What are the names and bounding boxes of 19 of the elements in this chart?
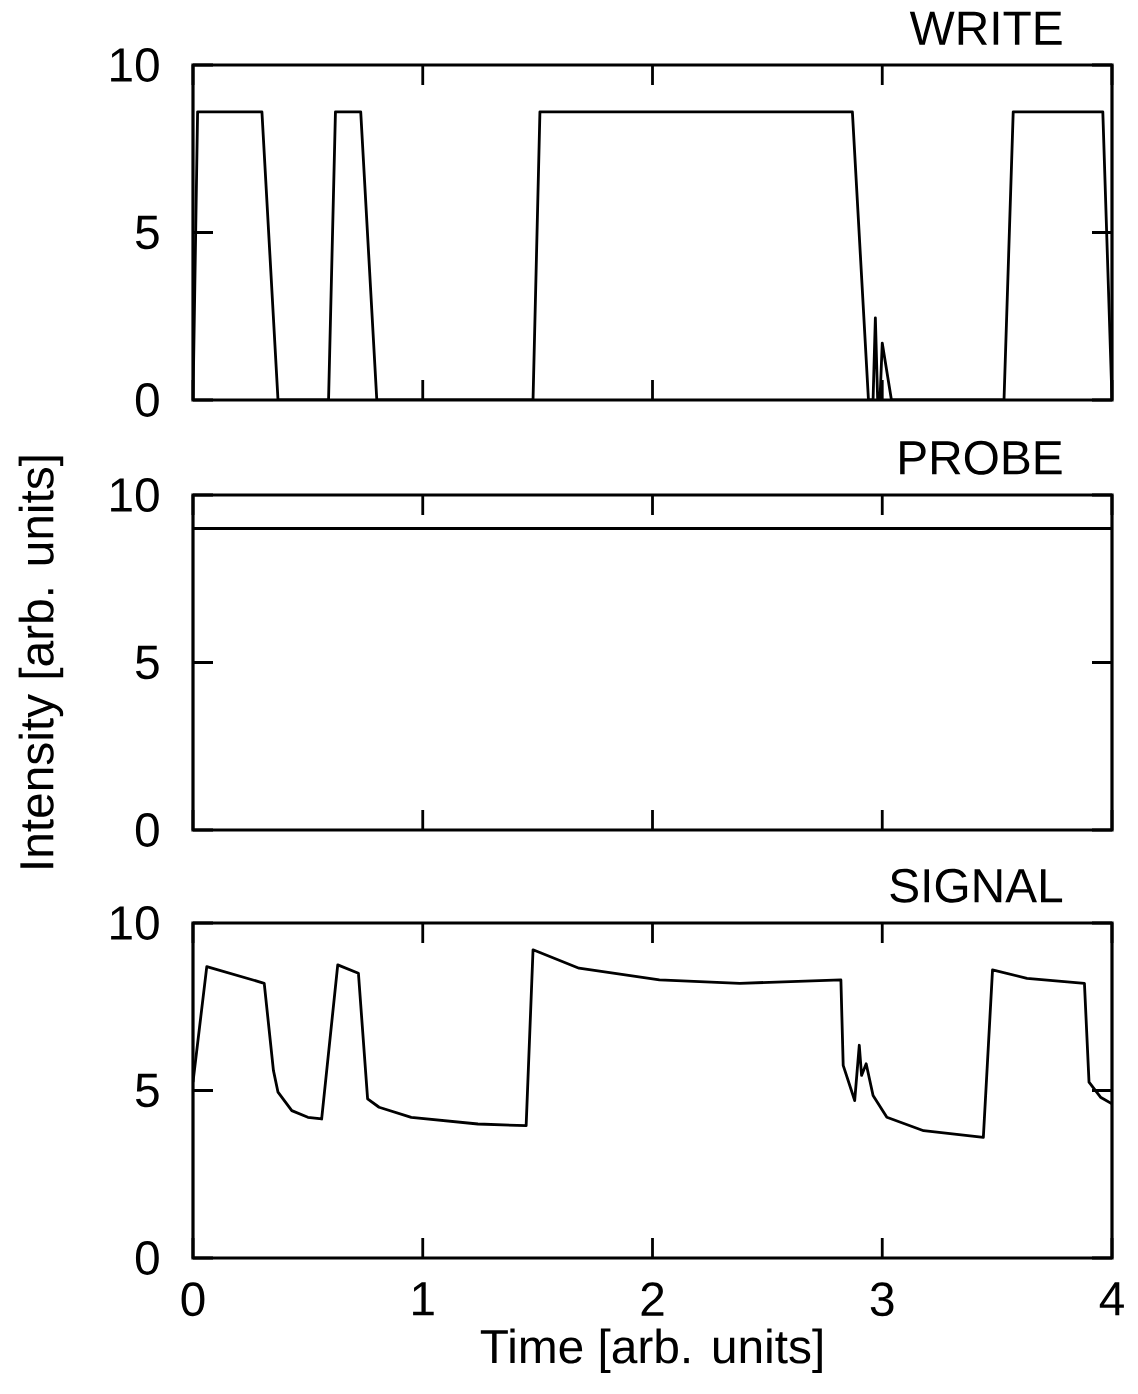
y-tick-label: 10 bbox=[111, 906, 159, 940]
y-tick-label: 0 bbox=[135, 383, 159, 417]
chart-title: SIGNAL bbox=[890, 868, 1063, 903]
x-tick-label: 2 bbox=[641, 1282, 664, 1316]
chart-title: PROBE bbox=[900, 440, 1062, 475]
y-tick-label: 5 bbox=[135, 645, 159, 680]
y-tick-label: 10 bbox=[111, 478, 159, 512]
chart-title: WRITE bbox=[909, 11, 1062, 45]
y-tick-label: 0 bbox=[135, 813, 159, 847]
y-tick-label: 10 bbox=[111, 48, 159, 82]
y-axis-title: Intensity [arb. units] bbox=[18, 456, 64, 868]
x-tick-label: 3 bbox=[870, 1282, 894, 1317]
y-tick-label: 5 bbox=[135, 1073, 159, 1108]
x-axis-title: Time [arb. units] bbox=[480, 1328, 822, 1374]
x-tick-label: 1 bbox=[413, 1282, 434, 1316]
y-tick-label: 0 bbox=[135, 1241, 159, 1275]
x-tick-label: 0 bbox=[181, 1282, 205, 1317]
x-tick-label: 4 bbox=[1099, 1282, 1124, 1316]
y-tick-label: 5 bbox=[135, 215, 159, 250]
